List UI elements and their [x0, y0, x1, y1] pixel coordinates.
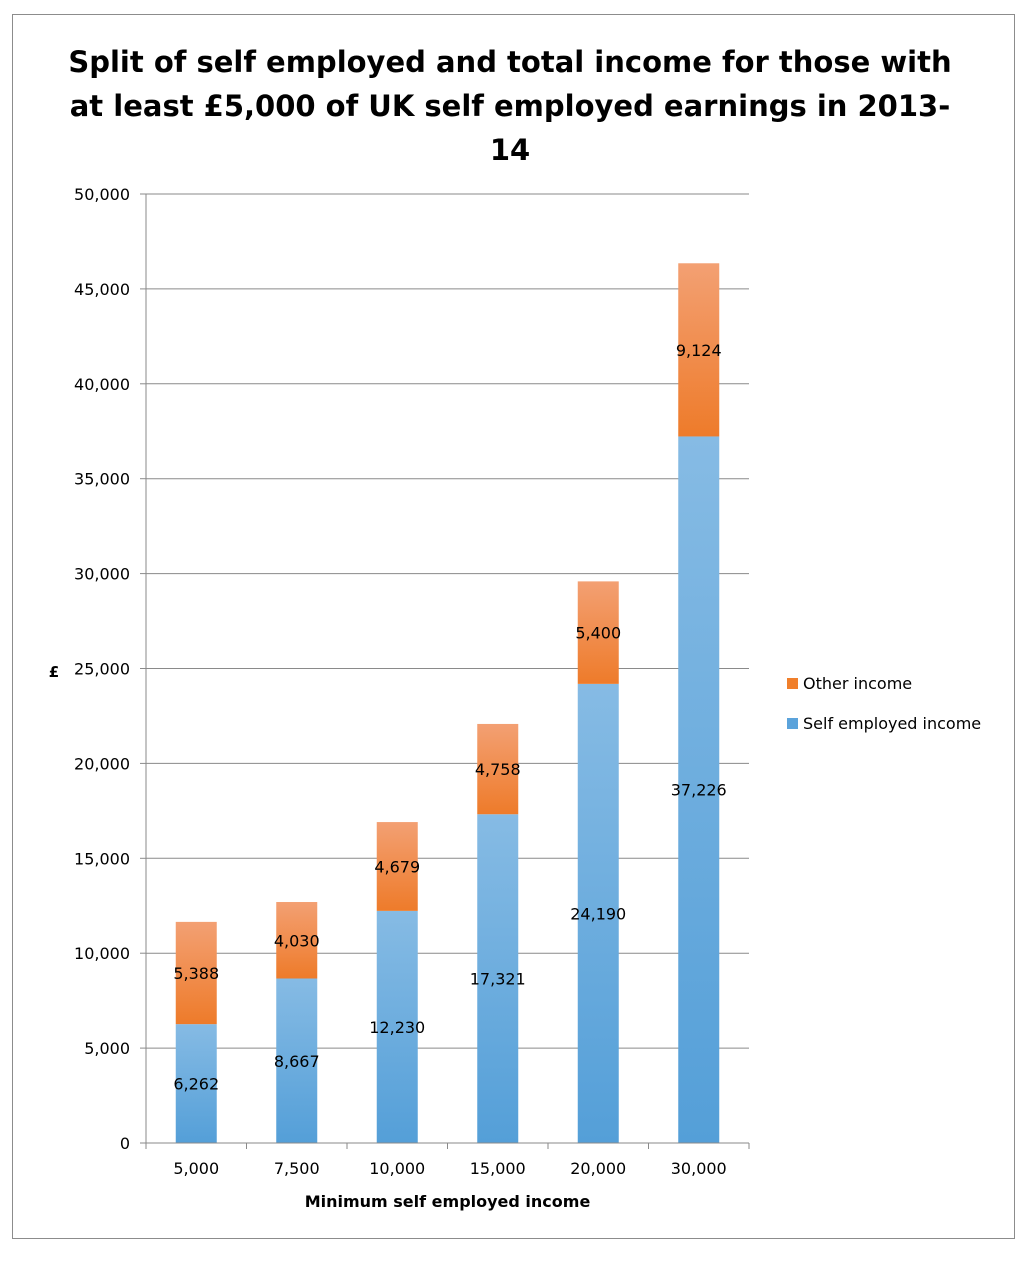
bar-other-income — [276, 902, 318, 979]
data-label: 5,400 — [575, 624, 621, 643]
x-axis-title: Minimum self employed income — [305, 1192, 591, 1211]
bar-self-employed — [577, 683, 619, 1143]
x-tick-label: 15,000 — [470, 1159, 526, 1178]
legend-item-self-employed: Self employed income — [787, 713, 981, 733]
legend-label: Other income — [803, 673, 913, 693]
data-label: 17,321 — [470, 970, 526, 989]
y-tick-label: 40,000 — [74, 375, 130, 394]
data-label: 37,226 — [671, 781, 727, 800]
y-tick-label: 30,000 — [74, 565, 130, 584]
bar-self-employed — [376, 910, 418, 1143]
chart-title: Split of self employed and total income … — [68, 45, 952, 167]
x-tick-label: 10,000 — [369, 1159, 425, 1178]
bar-self-employed — [276, 978, 318, 1143]
x-tick-label: 5,000 — [173, 1159, 219, 1178]
y-tick-label: 50,000 — [74, 185, 130, 204]
y-tick-label: 45,000 — [74, 280, 130, 299]
y-tick-label: 35,000 — [74, 470, 130, 489]
bar-self-employed — [175, 1024, 217, 1143]
bar-other-income — [376, 822, 418, 911]
data-label: 12,230 — [369, 1018, 425, 1037]
bar-self-employed — [477, 814, 519, 1143]
data-label: 4,030 — [274, 931, 320, 950]
data-label: 9,124 — [676, 341, 722, 360]
x-tick-label: 30,000 — [671, 1159, 727, 1178]
y-axis-title: £ — [49, 663, 59, 681]
y-tick-label: 5,000 — [84, 1039, 130, 1058]
y-tick-label: 15,000 — [74, 849, 130, 868]
x-tick-label: 7,500 — [274, 1159, 320, 1178]
data-label: 5,388 — [173, 964, 219, 983]
bar-other-income — [678, 263, 720, 437]
data-label: 4,758 — [475, 760, 521, 779]
bar-self-employed — [678, 436, 720, 1143]
legend-label: Self employed income — [803, 713, 982, 733]
y-tick-label: 20,000 — [74, 754, 130, 773]
data-label: 6,262 — [173, 1075, 219, 1094]
x-tick-label: 20,000 — [570, 1159, 626, 1178]
legend-swatch — [787, 717, 798, 729]
legend-swatch — [787, 677, 798, 689]
legend-item-other-income: Other income — [787, 673, 981, 693]
y-tick-label: 0 — [120, 1134, 130, 1153]
data-label: 4,679 — [374, 857, 420, 876]
y-tick-label: 25,000 — [74, 660, 130, 679]
bar-other-income — [477, 723, 519, 815]
chart-legend: Other income Self employed income — [787, 673, 981, 753]
data-label: 8,667 — [274, 1052, 320, 1071]
y-tick-label: 10,000 — [74, 944, 130, 963]
bar-other-income — [577, 581, 619, 684]
data-label: 24,190 — [570, 904, 626, 923]
bar-other-income — [175, 921, 217, 1025]
